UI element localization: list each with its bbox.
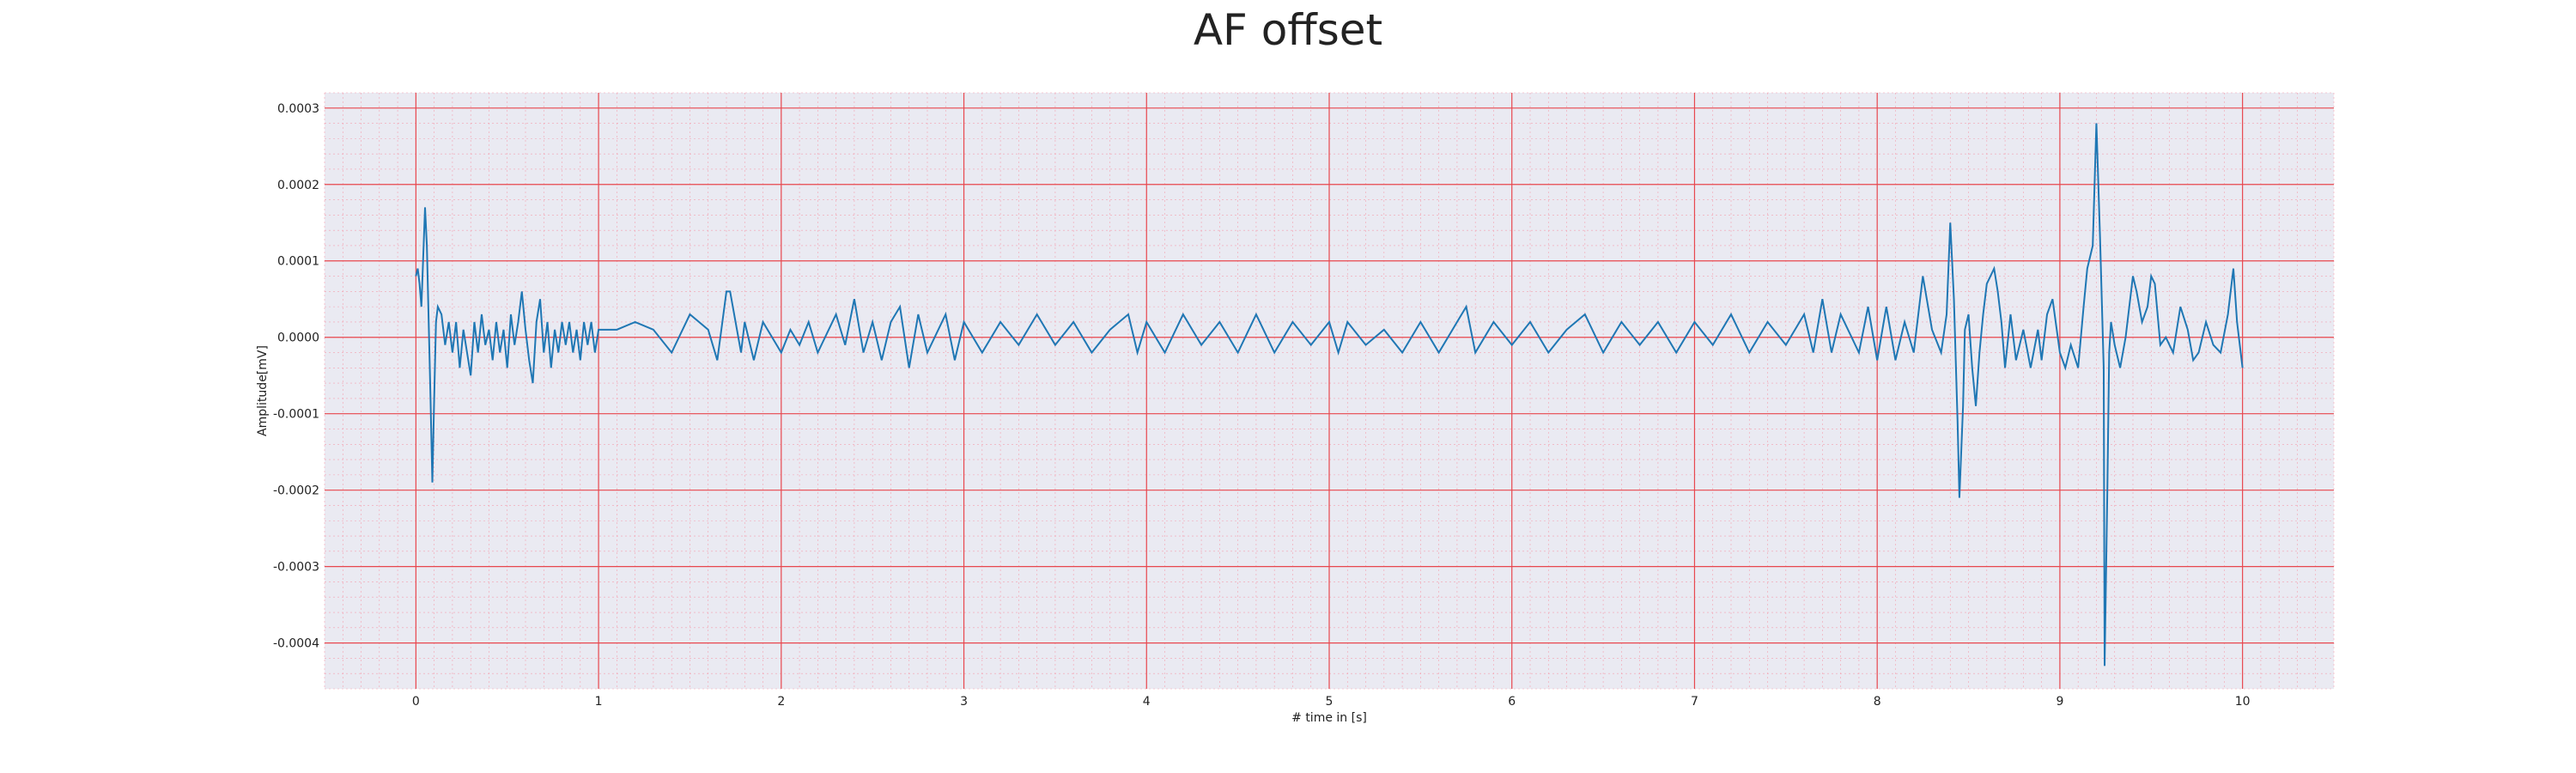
major-grid: [325, 93, 2334, 689]
y-tick-label: -0.0004: [273, 637, 319, 651]
y-tick-label: 0.0001: [277, 255, 319, 269]
x-tick-label: 1: [595, 695, 603, 709]
y-tick-label: 0.0002: [277, 179, 319, 192]
y-axis-label: Amplitude[mV]: [256, 345, 270, 436]
x-tick-label: 7: [1691, 695, 1698, 709]
x-tick-label: 10: [2235, 695, 2251, 709]
y-axis-ticks: 0.0003 0.0002 0.0001 0.0000 -0.0001 -0.0002 -0…: [273, 102, 319, 651]
chart-title: AF offset: [1194, 5, 1382, 55]
x-tick-label: 8: [1874, 695, 1881, 709]
y-tick-label: -0.0002: [273, 484, 319, 498]
x-axis-ticks: 0 1 2 3 4 5 6 7 8 9 10: [412, 695, 2251, 709]
x-tick-label: 9: [2056, 695, 2063, 709]
y-tick-label: -0.0003: [273, 561, 319, 575]
x-tick-label: 6: [1508, 695, 1516, 709]
series-line: [415, 123, 2244, 666]
x-tick-label: 4: [1143, 695, 1151, 709]
x-tick-label: 2: [777, 695, 785, 709]
x-tick-label: 3: [960, 695, 968, 709]
x-tick-label: 5: [1326, 695, 1334, 709]
x-axis-label: # time in [s]: [1291, 711, 1367, 725]
x-tick-label: 0: [412, 695, 420, 709]
y-tick-label: 0.0000: [277, 332, 319, 345]
y-tick-label: 0.0003: [277, 102, 319, 116]
y-tick-label: -0.0001: [273, 408, 319, 422]
